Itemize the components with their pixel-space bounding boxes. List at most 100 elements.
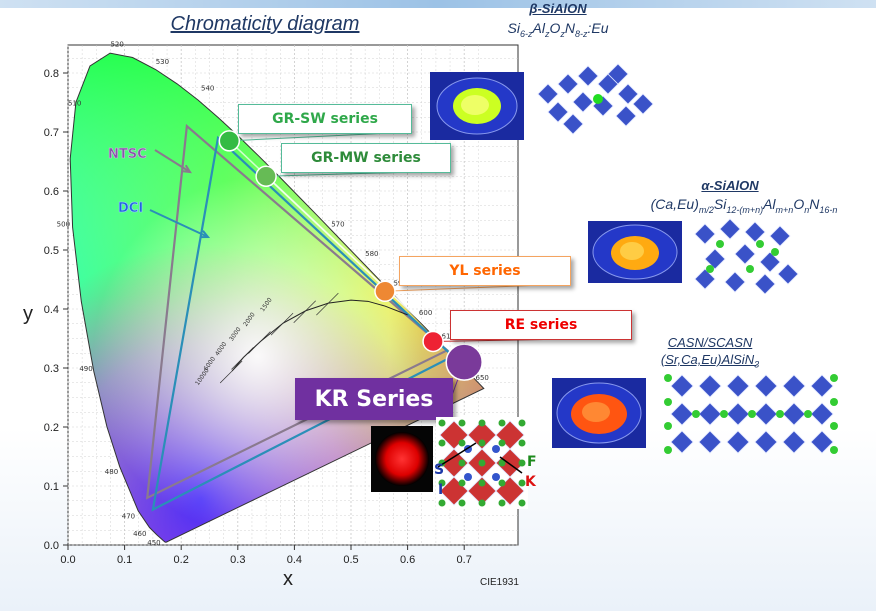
- beta-tetrahedron: [617, 83, 639, 105]
- isotemp-line: [270, 312, 294, 336]
- casn-ca-atom: [776, 410, 784, 418]
- isotemp-line: [219, 360, 243, 384]
- ntsc-triangle: [145, 123, 450, 500]
- wavelength-label: 610: [442, 333, 455, 341]
- kr-f-atom: [478, 439, 486, 447]
- casn-tetrahedron: [726, 374, 750, 398]
- kr-k-atom: [464, 473, 472, 481]
- ntsc-arrow-head: [181, 164, 192, 174]
- kr-pointer: [499, 456, 523, 474]
- casn-tetrahedron: [726, 402, 750, 426]
- planck-curve: [231, 299, 408, 372]
- casn-ca-atom: [664, 374, 672, 382]
- alpha-tetrahedron: [734, 243, 756, 265]
- kr-f-atom: [458, 459, 466, 467]
- dci-arrow-head: [199, 230, 211, 239]
- alpha-tetrahedron: [754, 273, 776, 294]
- kr-f-atom: [518, 419, 526, 427]
- casn-ca-atom: [830, 422, 838, 430]
- alpha-ca-atom: [716, 240, 724, 248]
- casn-ca-atom: [830, 446, 838, 454]
- beta-tetrahedron: [547, 101, 569, 123]
- kr-letter-f: F: [527, 454, 537, 470]
- x-tick-label: 0.0: [60, 554, 75, 566]
- y-tick-label: 0.2: [44, 422, 59, 434]
- casn-tetrahedron: [754, 430, 778, 454]
- x-tick-label: 0.3: [230, 554, 245, 566]
- beta-sialon-crystal: [537, 63, 654, 135]
- y-tick-label: 0.4: [44, 304, 59, 316]
- kr-glow-photo: [371, 426, 433, 492]
- isotemp-line: [316, 292, 339, 316]
- kr-f-atom: [438, 499, 446, 507]
- beta-eu-atom: [593, 94, 603, 104]
- axes: 0.0 0.1 0.2 0.3 0.4 0.5 0.6 0.7 0.0 0.1 0.2 0.3 0.4 0…: [44, 68, 472, 566]
- isotemp-line: [293, 300, 316, 324]
- alpha-tetrahedron: [694, 268, 716, 290]
- point-kr-series: [445, 343, 483, 381]
- kr-letter-i: I: [438, 482, 444, 498]
- casn-tetrahedron: [810, 430, 834, 454]
- wavelength-label: 490: [79, 365, 92, 373]
- casn-powder-photo: [552, 378, 646, 448]
- kr-f-atom: [478, 479, 486, 487]
- grsw-series-label: GR-SW series: [238, 104, 412, 134]
- kr-f-atom: [518, 499, 526, 507]
- kr-f-atom: [438, 419, 446, 427]
- casn-tetrahedron: [670, 430, 694, 454]
- casn-ca-atom: [830, 398, 838, 406]
- wavelength-label: 450: [147, 539, 160, 547]
- wavelength-label: 650: [476, 374, 489, 382]
- casn-name: CASN/SCASN: [667, 335, 753, 350]
- kr-f-atom: [438, 439, 446, 447]
- alpha-tetrahedron: [777, 263, 799, 285]
- casn-tetrahedron: [698, 374, 722, 398]
- kr-f-atom: [498, 459, 506, 467]
- casn-tetrahedron: [810, 402, 834, 426]
- beta-sialon-powder-photo: [430, 72, 524, 140]
- alpha-ca-atom: [756, 240, 764, 248]
- x-tick-label: 0.4: [287, 554, 302, 566]
- wavelength-label: 470: [122, 512, 135, 520]
- casn-tetrahedron: [782, 374, 806, 398]
- kr-f-atom: [458, 439, 466, 447]
- wavelength-label: 510: [68, 99, 81, 107]
- isotemp-line: [231, 347, 254, 370]
- gamut-triangles: [145, 123, 455, 512]
- point-gr-mw-series: [255, 165, 277, 187]
- y-tick-label: 0.8: [44, 68, 59, 80]
- wavelength-label: 600: [419, 309, 432, 317]
- chart-title: Chromaticity diagram: [171, 13, 360, 35]
- alpha-tetrahedron: [769, 225, 791, 247]
- casn-tetrahedron: [670, 374, 694, 398]
- kr-crystal: [436, 417, 528, 509]
- re-series-text: RE series: [504, 317, 578, 333]
- beta-sialon-name: β-SiAlON: [529, 1, 587, 16]
- alpha-sialon-formula: (Ca,Eu)m/2Si12-(m+n)Alm+nOnN16-n: [650, 196, 838, 215]
- x-axis-label: x: [283, 568, 293, 590]
- casn-ca-atom: [664, 422, 672, 430]
- beta-tetrahedron: [615, 105, 637, 127]
- casn-ca-atom: [748, 410, 756, 418]
- x-tick-label: 0.5: [343, 554, 358, 566]
- kr-f-atom: [478, 419, 486, 427]
- dci-triangle: [151, 135, 455, 512]
- kr-f-atom: [518, 439, 526, 447]
- dci-label: DCI: [118, 201, 143, 216]
- point-gr-sw-series: [218, 130, 241, 152]
- alpha-sialon-powder-photo: [588, 221, 682, 283]
- cie-footnote: CIE1931: [480, 577, 519, 588]
- casn-tetrahedron: [810, 374, 834, 398]
- kr-k-atom: [492, 473, 500, 481]
- point-re-series: [422, 330, 444, 353]
- kr-k-atom: [492, 445, 500, 453]
- casn-tetrahedron: [782, 430, 806, 454]
- re-series-label: RE series: [450, 310, 632, 340]
- alpha-ca-atom: [746, 265, 754, 273]
- alpha-sialon-name: α-SiAlON: [701, 178, 759, 193]
- kr-letter-k: K: [525, 474, 536, 490]
- kr-f-atom: [478, 499, 486, 507]
- beta-tetrahedron: [562, 113, 584, 135]
- casn-tetrahedron: [670, 402, 694, 426]
- kr-f-atom: [458, 479, 466, 487]
